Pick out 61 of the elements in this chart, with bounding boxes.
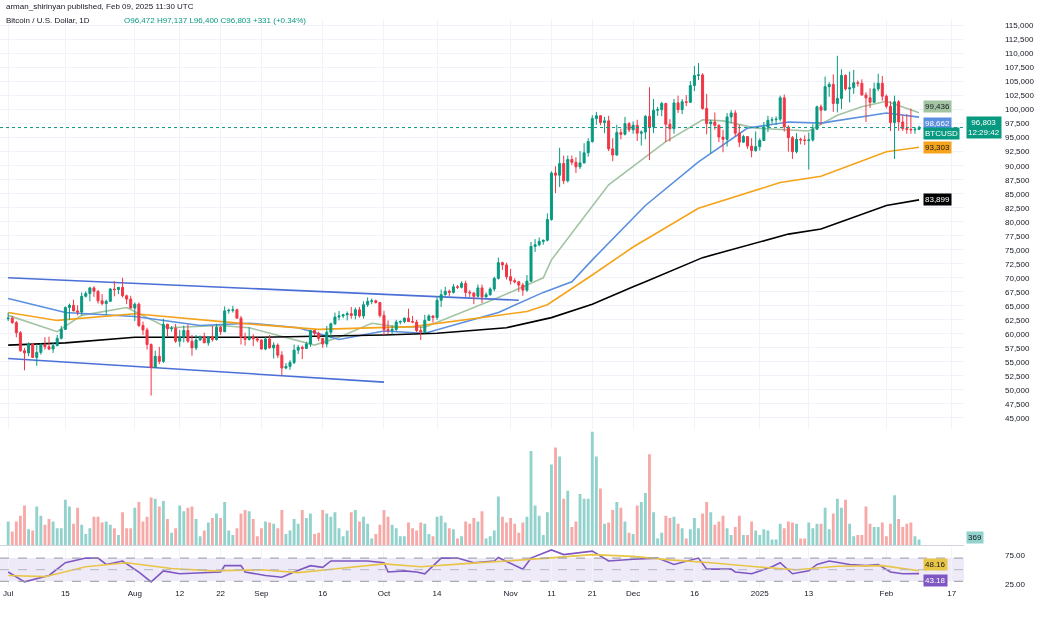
y-tick-label: 90,000: [1005, 161, 1031, 171]
x-tick-label: 16: [689, 589, 700, 599]
y-tick-label: 50,000: [1005, 385, 1031, 395]
y-tick-label: 25.00: [1005, 580, 1026, 589]
x-tick-label: Oct: [377, 589, 391, 599]
y-tick-label: 62,500: [1005, 315, 1031, 325]
text: 369: [968, 533, 982, 542]
y-tick-label: 82,500: [1005, 203, 1031, 213]
x-tick-label: Jul: [3, 589, 14, 599]
ref-line-label: 96,803 12:29:42: [968, 118, 1000, 138]
y-tick-label: 107,500: [1005, 63, 1035, 73]
y-tick-label: 100,000: [1005, 105, 1035, 115]
data-label: 48.16: [925, 560, 946, 569]
chart-title: Bitcoin / U.S. Dollar, 1D: [6, 16, 90, 25]
y-tick-label: 65,000: [1005, 301, 1031, 311]
y-tick-label: 92,500: [1005, 147, 1031, 157]
x-tick-label: 2025: [750, 589, 770, 599]
y-tick-label: 52,500: [1005, 371, 1031, 381]
y-tick-label: 45,000: [1005, 413, 1031, 423]
chart-subtitle: O96,472 H97,137 L96,400 C96,803 +331 (+0.34%): [124, 16, 307, 25]
y-tick-label: 75,000: [1005, 245, 1031, 255]
x-tick-label: 15: [60, 589, 71, 599]
x-tick-label: 16: [318, 589, 328, 599]
y-tick-label: 102,500: [1005, 91, 1035, 101]
x-tick-label: Aug: [127, 589, 142, 599]
annotation: BTCUSD: [925, 129, 959, 138]
text: arman_shirinyan published, Feb 09, 2025 11:30 UTC: [6, 2, 194, 11]
y-tick-label: 110,000: [1005, 49, 1034, 59]
y-tick-label: 85,000: [1005, 189, 1031, 199]
y-tick-label: 87,500: [1005, 175, 1031, 185]
x-tick-label: Sep: [254, 589, 270, 599]
data-label: 83,899: [925, 195, 951, 204]
y-tick-label: 112,500: [1005, 35, 1034, 45]
y-tick-label: 55,000: [1005, 357, 1031, 367]
x-tick-label: 14: [432, 589, 443, 599]
y-tick-label: 97,500: [1005, 119, 1031, 129]
x-tick-label: 12: [175, 589, 185, 599]
y-tick-label: 115,000: [1005, 21, 1034, 31]
y-tick-label: 47,500: [1005, 399, 1031, 409]
y-tick-label: 77,500: [1005, 231, 1031, 241]
data-label: 93,303: [925, 143, 951, 152]
y-tick-label: 75.00: [1005, 550, 1026, 560]
y-tick-label: 105,000: [1005, 77, 1035, 87]
y-tick-label: 70,000: [1005, 273, 1031, 283]
data-label: 99,436: [925, 102, 951, 111]
x-tick-label: 13: [804, 589, 814, 599]
x-tick-label: Nov: [503, 589, 518, 599]
y-tick-label: 67,500: [1005, 287, 1031, 297]
y-tick-label: 60,000: [1005, 329, 1031, 339]
x-tick-label: 11: [547, 589, 557, 599]
data-label: 43.18: [925, 576, 946, 585]
x-tick-label: 22: [216, 589, 226, 599]
x-tick-label: 21: [587, 589, 598, 599]
y-tick-label: 72,500: [1005, 259, 1031, 269]
x-tick-label: Feb: [879, 589, 894, 599]
data-label: 98,662: [925, 119, 951, 128]
x-tick-label: Dec: [626, 589, 641, 599]
y-tick-label: 80,000: [1005, 217, 1031, 227]
y-tick-label: 57,500: [1005, 343, 1031, 353]
y-tick-label: 95,000: [1005, 133, 1031, 143]
x-tick-label: 17: [947, 589, 957, 599]
